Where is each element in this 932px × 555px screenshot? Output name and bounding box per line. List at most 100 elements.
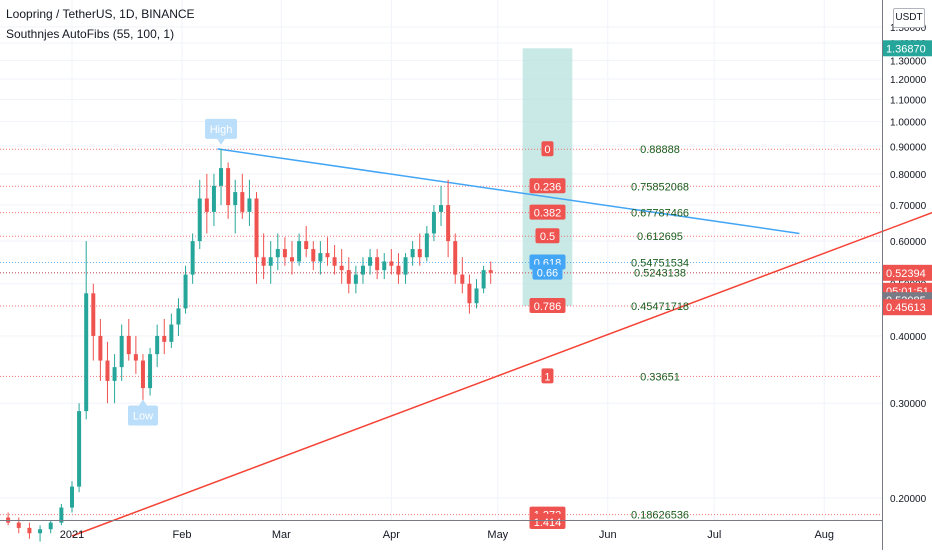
high-marker-box: [205, 118, 238, 139]
y-tick-label: 0.60000: [890, 237, 927, 248]
candle-body: [190, 241, 195, 275]
fib-ratio-badge: [541, 368, 554, 384]
fib-ratio-badge: [529, 178, 566, 194]
candle-body: [183, 274, 188, 309]
candle-body: [311, 249, 316, 262]
fib-ratio-label: 0.786: [534, 301, 562, 313]
price-label: 0.52394: [886, 268, 926, 280]
candle-body: [204, 198, 209, 212]
fib-ratio-badge: [529, 204, 566, 220]
candle-body: [474, 288, 479, 304]
candle-body: [219, 168, 224, 186]
candle-body: [453, 241, 458, 275]
fib-value-label: 0.67787466: [631, 208, 689, 220]
trendline-upper: [217, 148, 800, 235]
fib-ratio-label: 1.414: [534, 517, 562, 529]
fib-ratio-badge: [532, 264, 563, 280]
candle-body: [268, 257, 273, 266]
candle-body: [197, 198, 202, 242]
candle-body: [396, 265, 401, 275]
x-tick-label: May: [487, 529, 508, 541]
y-tick-label: 1.20000: [890, 75, 927, 86]
fib-value-label: 0.88888: [640, 144, 680, 156]
candle-body: [105, 360, 110, 381]
fib-value-label: 0.75852068: [631, 181, 689, 193]
currency-button[interactable]: USDT: [893, 8, 925, 28]
y-tick-label: 0.20000: [890, 494, 927, 505]
candle-body: [403, 257, 408, 275]
x-tick-label: Aug: [814, 529, 834, 541]
candle-body: [339, 265, 344, 271]
fib-ratio-label: 0.66: [537, 268, 558, 280]
fib-value-label: 0.33651: [640, 371, 680, 383]
candle-body: [410, 249, 415, 258]
candle-body: [77, 411, 82, 487]
price-label-box: [883, 40, 932, 57]
fib-ratio-label: 0.382: [534, 208, 562, 220]
candle-body: [48, 522, 53, 530]
y-tick-label: 1.10000: [890, 95, 927, 106]
high-marker-pointer: [217, 138, 226, 145]
candle-body: [226, 168, 231, 206]
candle-body: [275, 249, 280, 258]
candle-body: [98, 335, 103, 361]
candle-body: [360, 265, 365, 275]
fib-value-label: 0.54751534: [631, 258, 689, 270]
candle-body: [133, 354, 138, 361]
price-label-box: [883, 264, 932, 281]
x-tick-label: Mar: [272, 529, 291, 541]
candle-body: [424, 233, 429, 258]
candle-body: [27, 527, 32, 534]
x-tick-label: Jun: [599, 529, 617, 541]
candle-body: [91, 293, 96, 336]
candle-body: [318, 253, 323, 262]
candle-body: [368, 257, 373, 266]
candle-body: [155, 335, 160, 355]
candle-body: [16, 522, 21, 528]
candle-body: [346, 270, 351, 284]
candle-body: [488, 270, 493, 273]
candle-body: [162, 335, 167, 342]
candle-body: [460, 274, 465, 284]
low-marker-pointer: [138, 399, 147, 406]
low-marker-box: [127, 405, 158, 426]
indicator-label: Southnjes AutoFibs (55, 100, 1): [6, 27, 175, 41]
fib-value-label: 0.45471718: [631, 301, 689, 313]
y-tick-label: 1.00000: [890, 118, 927, 129]
fib-value-label: 0.18626536: [631, 510, 689, 522]
candle-body: [70, 486, 74, 508]
candle-body: [431, 211, 436, 234]
low-marker-label: Low: [133, 411, 153, 423]
x-tick-label: Apr: [383, 529, 400, 541]
fib-ratio-badge: [529, 514, 566, 529]
price-label-box: [883, 299, 932, 316]
fib-ratio-label: 1: [544, 371, 550, 383]
fib-ratio-label: 0.236: [534, 181, 562, 193]
candle-body: [417, 249, 422, 258]
candle-body: [375, 257, 380, 271]
fib-ratio-badge: [541, 141, 554, 157]
y-tick-label: 1.50000: [890, 23, 927, 34]
candle-body: [254, 198, 259, 258]
y-tick-label: 0.30000: [890, 399, 927, 410]
candle-body: [59, 507, 64, 523]
candle-body: [297, 241, 302, 262]
grid-lines: [0, 0, 882, 520]
candle-body: [240, 192, 245, 212]
candle-body: [247, 198, 252, 212]
markers: High Low: [127, 118, 238, 426]
candle-body: [382, 261, 387, 271]
y-tick-label: 1.30000: [890, 56, 927, 67]
candle-body: [38, 529, 43, 534]
fib-value-label: 0.612695: [637, 231, 683, 243]
candle-body: [332, 257, 337, 266]
candle-body: [304, 241, 309, 250]
candle-body: [290, 257, 294, 262]
candles: [6, 148, 493, 542]
candle-body: [126, 335, 131, 355]
y-tick-label: 0.80000: [890, 170, 927, 181]
candle-body: [439, 205, 444, 212]
candle-body: [446, 205, 451, 242]
candle-body: [176, 308, 181, 325]
candle-body: [140, 360, 145, 389]
